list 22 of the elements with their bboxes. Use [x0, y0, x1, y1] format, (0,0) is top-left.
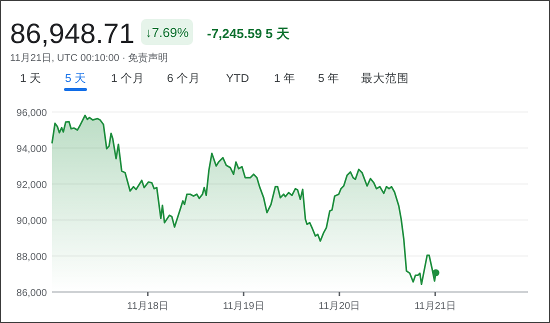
- x-tick-label: 11月19日: [222, 301, 264, 312]
- text: 6 个月: [167, 72, 201, 85]
- text: 1 天: [20, 72, 42, 85]
- text: 5 天: [65, 72, 87, 85]
- text: 最大范围: [361, 72, 409, 85]
- chart-title: 86,948.71: [10, 18, 135, 49]
- chart-subtitle: 11月21日, UTC 00:10:00 · 免责声明: [10, 52, 168, 64]
- y-tick-label: 90,000: [16, 216, 48, 227]
- y-tick-label: 88,000: [16, 252, 48, 263]
- text: 1 个月: [111, 72, 145, 85]
- x-tick-label: 11月21日: [414, 301, 456, 312]
- x-tick-label: 11月20日: [318, 301, 360, 312]
- y-tick-label: 94,000: [16, 144, 48, 155]
- y-tick-label: 86,000: [16, 288, 48, 299]
- text: -7,245.59 5 天: [207, 26, 290, 41]
- x-tick-label: 11月18日: [127, 301, 169, 312]
- text: 1 年: [274, 72, 296, 85]
- y-tick-label: 96,000: [16, 108, 48, 119]
- text: ↓7.69%: [145, 25, 190, 40]
- text: YTD: [226, 73, 249, 85]
- text: 5 年: [318, 72, 340, 85]
- y-tick-label: 92,000: [16, 180, 48, 191]
